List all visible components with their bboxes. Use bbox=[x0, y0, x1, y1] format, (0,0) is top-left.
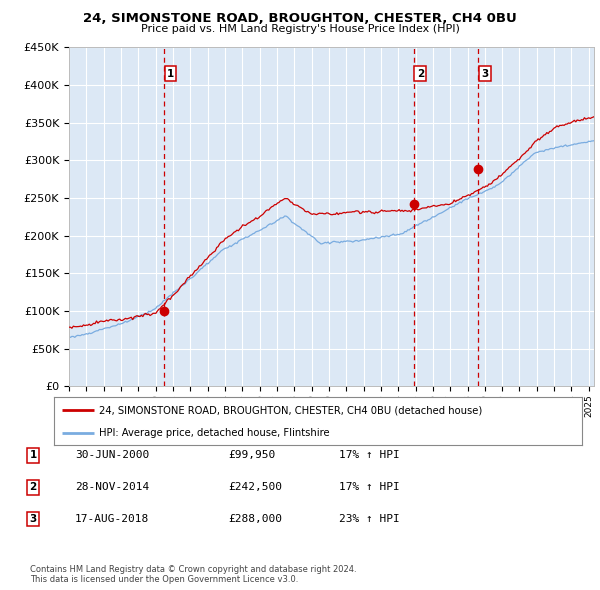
Text: 1: 1 bbox=[167, 68, 174, 78]
Text: £242,500: £242,500 bbox=[228, 483, 282, 492]
Text: Price paid vs. HM Land Registry's House Price Index (HPI): Price paid vs. HM Land Registry's House … bbox=[140, 24, 460, 34]
Text: 1: 1 bbox=[29, 451, 37, 460]
Text: 2: 2 bbox=[417, 68, 424, 78]
Text: 23% ↑ HPI: 23% ↑ HPI bbox=[339, 514, 400, 524]
Text: Contains HM Land Registry data © Crown copyright and database right 2024.: Contains HM Land Registry data © Crown c… bbox=[30, 565, 356, 574]
Text: This data is licensed under the Open Government Licence v3.0.: This data is licensed under the Open Gov… bbox=[30, 575, 298, 584]
Text: 2: 2 bbox=[29, 483, 37, 492]
Text: 24, SIMONSTONE ROAD, BROUGHTON, CHESTER, CH4 0BU: 24, SIMONSTONE ROAD, BROUGHTON, CHESTER,… bbox=[83, 12, 517, 25]
Text: 3: 3 bbox=[481, 68, 488, 78]
Text: 24, SIMONSTONE ROAD, BROUGHTON, CHESTER, CH4 0BU (detached house): 24, SIMONSTONE ROAD, BROUGHTON, CHESTER,… bbox=[99, 405, 482, 415]
Text: 28-NOV-2014: 28-NOV-2014 bbox=[75, 483, 149, 492]
Text: 17% ↑ HPI: 17% ↑ HPI bbox=[339, 483, 400, 492]
Text: 30-JUN-2000: 30-JUN-2000 bbox=[75, 451, 149, 460]
Text: HPI: Average price, detached house, Flintshire: HPI: Average price, detached house, Flin… bbox=[99, 428, 329, 438]
Text: £288,000: £288,000 bbox=[228, 514, 282, 524]
Text: 17-AUG-2018: 17-AUG-2018 bbox=[75, 514, 149, 524]
Text: £99,950: £99,950 bbox=[228, 451, 275, 460]
Text: 3: 3 bbox=[29, 514, 37, 524]
Text: 17% ↑ HPI: 17% ↑ HPI bbox=[339, 451, 400, 460]
